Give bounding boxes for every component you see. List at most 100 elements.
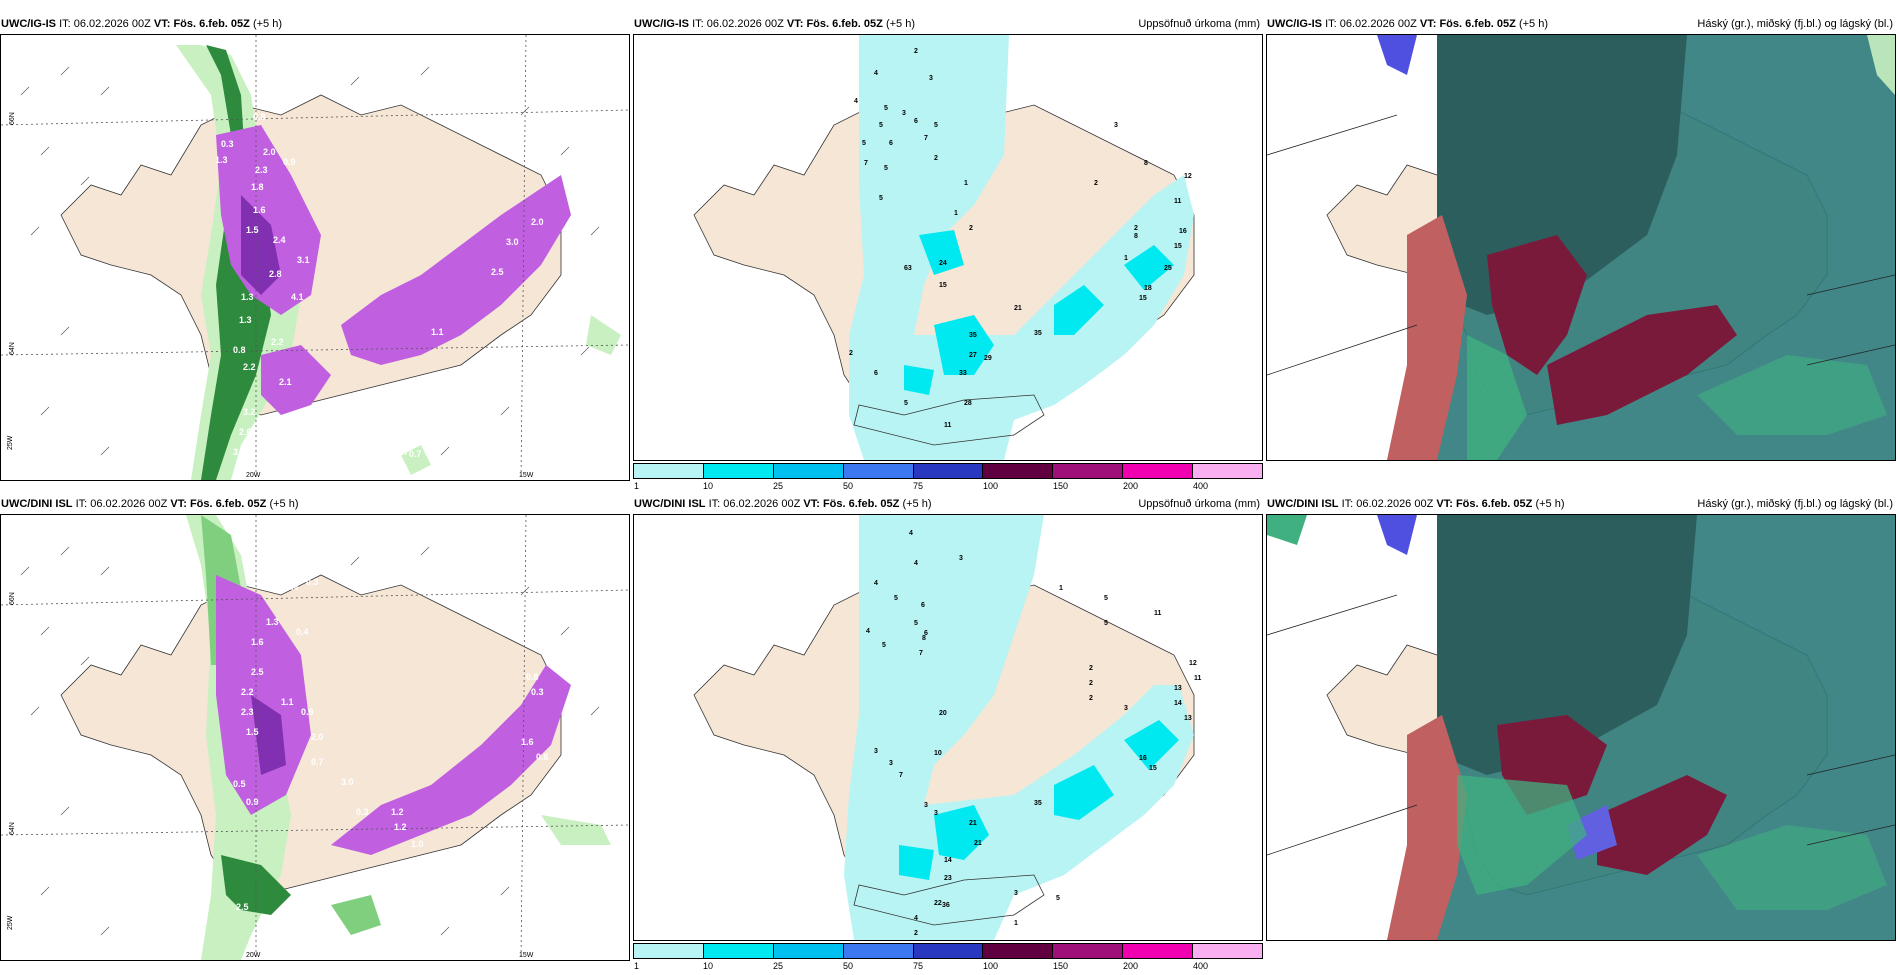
snow-value-label: 1.3 bbox=[239, 315, 252, 325]
panel-snow-dini: UWC/DINI ISL IT: 06.02.2026 00Z VT: Fös.… bbox=[0, 494, 630, 961]
snow-magenta-east bbox=[341, 175, 571, 365]
snow-value-label: 0.3 bbox=[356, 807, 369, 817]
precip-value-label: 5 bbox=[914, 620, 918, 627]
snow-value-label: 2.5 bbox=[236, 902, 249, 912]
colorbar-tick: 75 bbox=[913, 481, 924, 491]
vt-label: VT: bbox=[153, 18, 171, 30]
snow-value-label: 1.0 bbox=[346, 432, 359, 442]
vt-label: VT: bbox=[1419, 18, 1437, 30]
cloud-maroon-south bbox=[1597, 775, 1727, 875]
colorbar-tick: 50 bbox=[843, 481, 854, 491]
colorbar-swatch bbox=[1193, 464, 1263, 478]
precip-value-label: 6 bbox=[889, 140, 893, 147]
precip-value-label: 11 bbox=[1194, 675, 1202, 682]
precip-value-label: 15 bbox=[939, 282, 947, 289]
snow-value-label: 1.2 bbox=[391, 807, 404, 817]
lat-label-66: 66N bbox=[9, 112, 16, 125]
snow-value-label: 2.3 bbox=[241, 707, 254, 717]
panel-header: UWC/DINI ISL IT: 06.02.2026 00Z VT: Fös.… bbox=[1, 494, 629, 514]
colorbar-swatch bbox=[1123, 464, 1194, 478]
snow-value-label: 0.9 bbox=[301, 707, 314, 717]
colorbar-swatch bbox=[843, 464, 914, 478]
colorbar-swatch bbox=[634, 944, 704, 958]
precip-mid-south bbox=[934, 315, 994, 375]
panel-cloud-dini: UWC/DINI ISL IT: 06.02.2026 00Z VT: Fös.… bbox=[1266, 494, 1896, 961]
snow-value-label: 3.2 bbox=[243, 407, 256, 417]
colorbar-swatch bbox=[773, 944, 844, 958]
init-time: 06.02.2026 00Z bbox=[723, 498, 801, 510]
lead-time: (+5 h) bbox=[885, 18, 915, 30]
snow-value-label: 1.3 bbox=[215, 155, 228, 165]
vt-label: VT: bbox=[170, 498, 187, 510]
precip-value-label: 5 bbox=[884, 105, 888, 112]
precip-value-label: 21 bbox=[1014, 305, 1022, 312]
snow-value-label: 0.7 bbox=[396, 447, 409, 457]
snow-value-label: 2.0 bbox=[311, 732, 324, 742]
snow-value-label: 4.1 bbox=[291, 292, 304, 302]
precip-value-label: 6 bbox=[924, 630, 928, 637]
init-time: 06.02.2026 00Z bbox=[73, 18, 151, 30]
precip-mid-se bbox=[1054, 285, 1104, 335]
precip-value-label: 5 bbox=[894, 595, 898, 602]
colorbar-swatch bbox=[1193, 944, 1263, 958]
lead-time: (+5 h) bbox=[252, 18, 282, 30]
colorbar-tick: 400 bbox=[1193, 961, 1209, 971]
panel-header: UWC/DINI ISL IT: 06.02.2026 00Z VT: Fös.… bbox=[1267, 494, 1895, 514]
snow-value-label: 1.6 bbox=[576, 707, 589, 717]
precip-value-label: 18 bbox=[1144, 285, 1152, 292]
lon-label-15: 15W bbox=[519, 952, 534, 959]
panel-precip-dini: UWC/DINI ISL IT: 06.02.2026 00Z VT: Fös.… bbox=[633, 494, 1263, 971]
precip-mid-center bbox=[919, 230, 964, 275]
snow-value-label: 2.2 bbox=[271, 337, 284, 347]
valid-time: Fös. 6.feb. 05Z bbox=[822, 498, 900, 510]
snow-value-label: 1.3 bbox=[266, 617, 279, 627]
precip-value-label: 3 bbox=[874, 748, 878, 755]
cloud-map bbox=[1266, 34, 1896, 461]
precip-value-label: 15 bbox=[1149, 765, 1157, 772]
colorbar-tick: 150 bbox=[1053, 481, 1069, 491]
precip-value-label: 11 bbox=[1154, 610, 1162, 617]
snow-value-label: 1.5 bbox=[246, 727, 259, 737]
cloud-map bbox=[1266, 514, 1896, 941]
precip-value-label: 23 bbox=[944, 875, 952, 882]
precip-map: 2 4 3 4 5 3 6 5 5 6 7 5 2 7 5 5 1 3 2 8 12 11 1 2 2 16 8 15 1 25 15 18 2… bbox=[633, 34, 1263, 461]
model-name: UWC/DINI ISL bbox=[1267, 498, 1339, 510]
cloud-green-se bbox=[1697, 355, 1887, 435]
precip-value-label: 5 bbox=[879, 195, 883, 202]
snow-value-label: 0.7 bbox=[396, 892, 409, 902]
precip-value-label: 11 bbox=[1174, 198, 1182, 205]
precip-value-label: 6 bbox=[921, 602, 925, 609]
snow-value-label: 0.3 bbox=[306, 577, 319, 587]
precip-value-label: 4 bbox=[909, 530, 913, 537]
snow-value-label: 0.8 bbox=[253, 112, 266, 122]
precip-value-label: 5 bbox=[1104, 620, 1108, 627]
cloud-blue-nw bbox=[1377, 515, 1417, 555]
precip-light-area bbox=[849, 35, 1194, 460]
cloud-maroon-center bbox=[1487, 235, 1587, 375]
lon-label-20: 20W bbox=[246, 472, 261, 479]
vt-label: VT: bbox=[786, 18, 804, 30]
precip-value-label: 1 bbox=[1124, 255, 1128, 262]
colorbar-tick: 150 bbox=[1053, 961, 1069, 971]
precip-value-label: 8 bbox=[1144, 160, 1148, 167]
colorbar-swatch bbox=[983, 464, 1054, 478]
snow-value-labels: 0.70.70.60.60.80.32.01.32.30.91.81.61.52… bbox=[215, 49, 544, 459]
precip-value-label: 15 bbox=[1174, 243, 1182, 250]
precip-colorbar bbox=[633, 943, 1263, 959]
snow-light-se bbox=[401, 445, 431, 475]
field-title: Uppsöfnuð úrkoma (mm) bbox=[1138, 498, 1260, 510]
snow-map: 66N 64N 25W 20W 15W 0.4 0.3 1.3 0.4 1.6 2.5 2.… bbox=[0, 514, 630, 961]
cloud-green-nw bbox=[1267, 515, 1307, 545]
snow-value-label: 1.6 bbox=[251, 637, 264, 647]
precip-value-label: 5 bbox=[1056, 895, 1060, 902]
boundary-lines bbox=[1267, 594, 1895, 856]
model-name: UWC/IG-IS bbox=[634, 18, 689, 30]
snow-value-label: 0.3 bbox=[221, 139, 234, 149]
snow-value-label: 3.0 bbox=[341, 777, 354, 787]
snow-value-label: 1.6 bbox=[253, 205, 266, 215]
precip-mid-sw bbox=[899, 845, 934, 880]
cloud-map-svg bbox=[1267, 515, 1895, 940]
precip-value-label: 2 bbox=[1094, 180, 1098, 187]
it-label: IT: bbox=[59, 18, 71, 30]
precip-value-label: 13 bbox=[1174, 685, 1182, 692]
